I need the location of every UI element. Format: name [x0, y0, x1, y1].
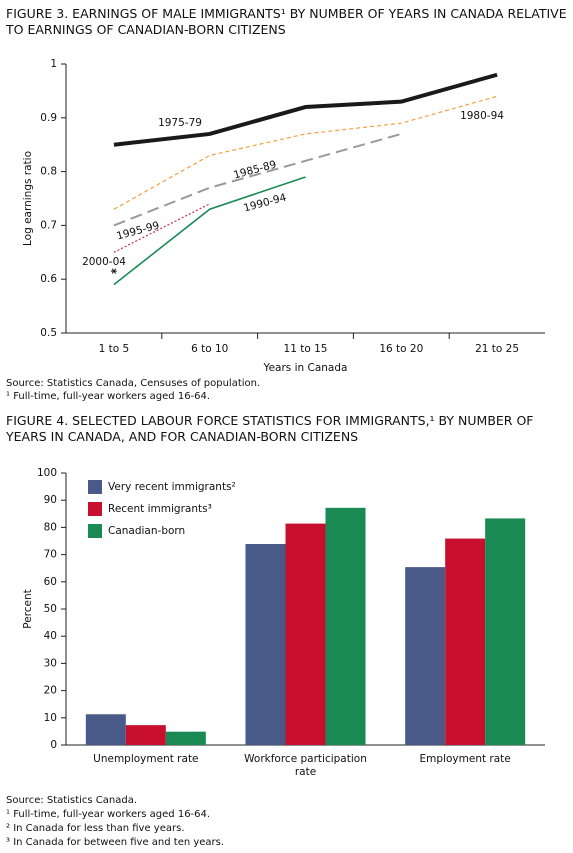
y-tick-label: 60: [44, 576, 57, 588]
legend-swatch: [88, 502, 102, 516]
y-tick-label: 10: [44, 712, 57, 724]
bar: [85, 714, 126, 745]
figure-title: FIGURE 4. SELECTED LABOUR FORCE STATISTI…: [6, 413, 534, 444]
source: Source: Statistics Canada.: [6, 795, 138, 806]
legend-swatch: [88, 524, 102, 538]
x-tick-label: 21 to 25: [475, 343, 519, 355]
bar: [405, 567, 446, 745]
footnote: ² In Canada for less than five years.: [6, 823, 185, 834]
x-tick-label: 6 to 10: [191, 343, 228, 355]
x-tick-label: Workforce participation rate: [244, 753, 367, 778]
bar: [485, 518, 526, 745]
bar: [325, 507, 366, 745]
footnote: ³ In Canada for between five and ten yea…: [6, 837, 225, 848]
footnote: ¹ Full-time, full-year workers aged 16-6…: [6, 391, 211, 402]
y-tick-label: 0.6: [40, 273, 57, 285]
y-axis-title: Log earnings ratio: [22, 151, 34, 246]
legend-label: Recent immigrants³: [108, 503, 212, 515]
bar: [125, 725, 166, 745]
series-line: [113, 72, 498, 147]
y-tick-label: 100: [37, 467, 57, 479]
legend-label: Very recent immigrants²: [108, 481, 236, 493]
x-tick-label: Employment rate: [419, 753, 511, 765]
series-label: 1980-94: [460, 110, 504, 122]
y-axis-title: Percent: [22, 589, 34, 629]
y-tick-label: 0.8: [40, 166, 57, 178]
y-tick-label: 0.9: [40, 112, 57, 124]
legend-label: Canadian-born: [108, 525, 185, 537]
series-label: 1975-79: [158, 117, 202, 129]
y-tick-label: 50: [44, 603, 57, 615]
point-marker: [110, 268, 117, 274]
footnote: ¹ Full-time, full-year workers aged 16-6…: [6, 809, 211, 820]
bar: [165, 731, 206, 745]
series-line: [113, 176, 306, 286]
y-tick-label: 0.5: [40, 327, 57, 339]
y-tick-label: 90: [44, 494, 57, 506]
series-label: 1985-89: [232, 159, 277, 182]
y-tick-label: 0.7: [40, 219, 57, 231]
bar: [245, 543, 286, 745]
x-tick-label: Unemployment rate: [93, 753, 199, 765]
y-tick-label: 70: [44, 549, 57, 561]
series-line: [113, 132, 402, 227]
series-line: [113, 95, 498, 210]
y-tick-label: 1: [50, 58, 57, 70]
figure-title: FIGURE 3. EARNINGS OF MALE IMMIGRANTS¹ B…: [6, 6, 567, 37]
x-tick-label: 1 to 5: [99, 343, 130, 355]
source: Source: Statistics Canada, Censuses of p…: [6, 378, 261, 389]
bar: [445, 538, 486, 745]
legend-swatch: [88, 480, 102, 494]
x-tick-label: 11 to 15: [284, 343, 328, 355]
y-tick-label: 0: [50, 739, 57, 751]
series-label: 1990-94: [242, 191, 288, 214]
bar: [285, 523, 326, 745]
series-line: [113, 203, 210, 253]
series-label: 2000-04: [82, 256, 126, 268]
x-tick-label: 16 to 20: [379, 343, 423, 355]
y-tick-label: 80: [44, 521, 57, 533]
y-tick-label: 30: [44, 657, 57, 669]
x-axis-title: Years in Canada: [263, 362, 348, 374]
y-tick-label: 40: [44, 630, 57, 642]
y-tick-label: 20: [44, 685, 57, 697]
